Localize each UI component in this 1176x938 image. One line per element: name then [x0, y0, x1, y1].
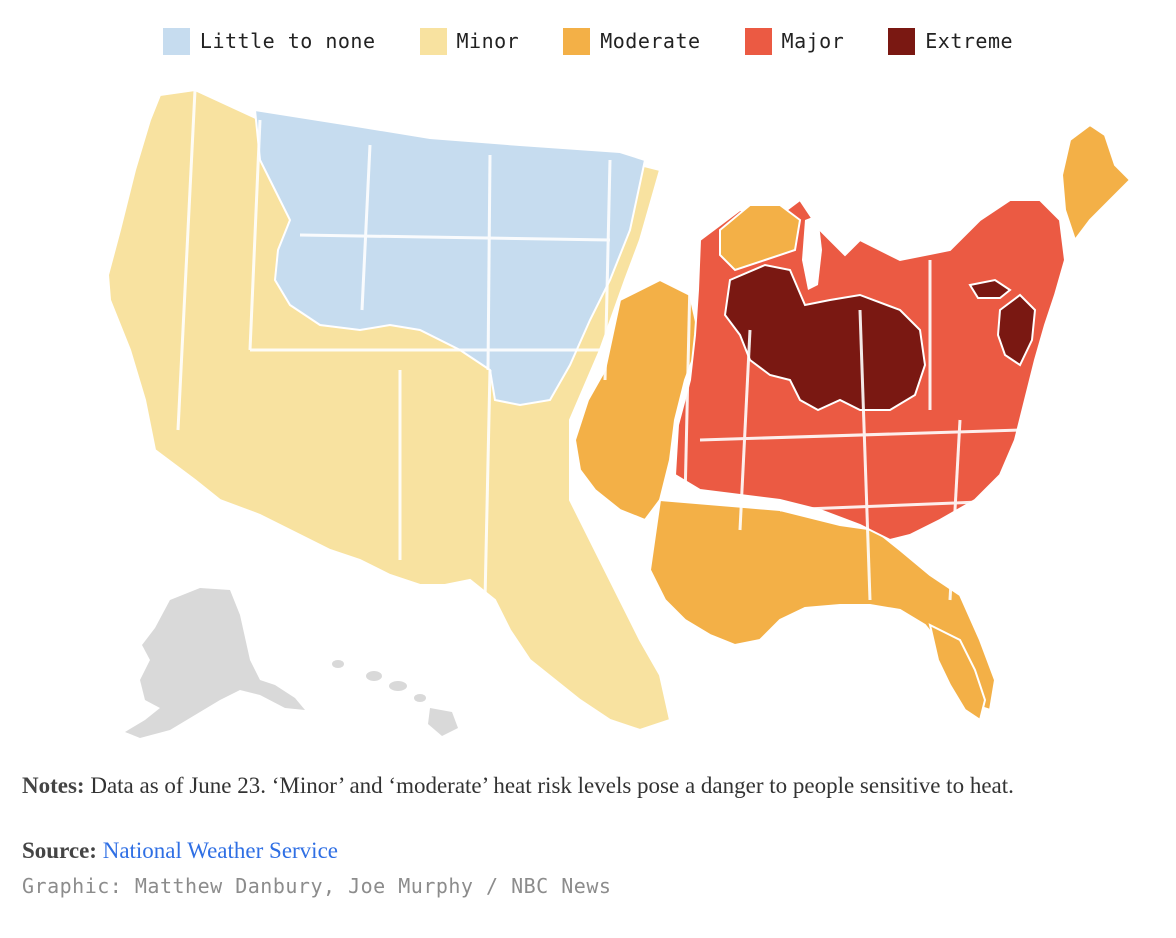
legend-item-major: Major [744, 24, 845, 58]
source-link[interactable]: National Weather Service [102, 838, 338, 863]
hawaii-inset [332, 660, 458, 736]
legend-label: Little to none [199, 29, 376, 53]
legend-item-extreme: Extreme [888, 24, 1013, 58]
legend-swatch-little-to-none [162, 27, 190, 55]
source-label: Source: [22, 838, 97, 863]
source: Source: National Weather Service [22, 838, 338, 864]
legend-item-moderate: Moderate [563, 24, 700, 58]
region-gulf-moderate [648, 498, 997, 712]
legend-swatch-major [744, 27, 772, 55]
region-central-plains-moderate [573, 278, 702, 522]
legend-swatch-moderate [563, 27, 591, 55]
region-wisconsin-moderate [719, 204, 802, 272]
notes-text: Data as of June 23. ‘Minor’ and ‘moderat… [84, 773, 1014, 798]
region-extreme-pennsylvania [968, 278, 1012, 299]
lake-michigan [802, 215, 822, 290]
legend-swatch-extreme [888, 27, 916, 55]
legend-label: Minor [456, 29, 520, 53]
legend-item-little-to-none: Little to none [162, 24, 376, 58]
legend-swatch-minor [419, 27, 447, 55]
region-maine-moderate [1060, 123, 1132, 243]
region-florida-moderate [928, 623, 987, 722]
region-extreme-midwest [723, 263, 927, 412]
legend-label: Moderate [600, 29, 701, 53]
region-northern-plains-little [253, 108, 647, 407]
us-map-svg [106, 88, 1132, 738]
heat-risk-map [100, 80, 1160, 750]
state-borders [176, 89, 1031, 601]
legend-label: Major [781, 29, 845, 53]
graphic-credit: Graphic: Matthew Danbury, Joe Murphy / N… [22, 874, 612, 898]
legend: Little to none Minor Moderate Major Extr… [0, 24, 1176, 58]
legend-item-minor: Minor [419, 24, 520, 58]
notes: Notes: Data as of June 23. ‘Minor’ and ‘… [22, 772, 1142, 800]
region-extreme-mid-atlantic [996, 293, 1037, 367]
notes-label: Notes: [22, 773, 85, 798]
legend-label: Extreme [925, 29, 1014, 53]
alaska-inset [125, 588, 305, 738]
